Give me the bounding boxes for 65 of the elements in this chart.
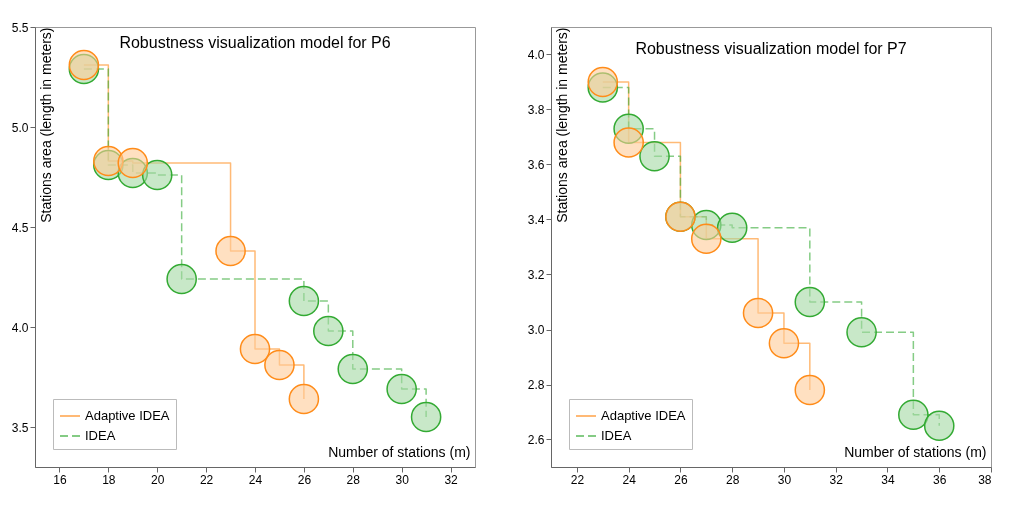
x-tick-label: 22 (199, 472, 214, 487)
legend-label: Adaptive IDEA (85, 408, 170, 423)
point (215, 235, 246, 267)
point (690, 223, 722, 255)
legend-label: IDEA (85, 428, 116, 443)
point (794, 286, 826, 318)
x-tick-label: 18 (102, 472, 116, 487)
x-tick-label: 30 (395, 472, 410, 487)
x-tick-label: 26 (674, 472, 688, 487)
x-tick-label: 28 (346, 472, 361, 487)
x-tick-label: 36 (933, 472, 947, 487)
point (288, 383, 320, 415)
point (410, 401, 442, 433)
point (117, 147, 149, 179)
y-tick-label: 3.2 (527, 268, 545, 282)
y-tick-label: 2.6 (527, 433, 545, 447)
point (742, 297, 774, 329)
y-tick-label: 3.8 (527, 103, 545, 117)
point (639, 140, 670, 172)
x-tick-label: 20 (151, 472, 165, 487)
y-tick-label: 3.5 (11, 420, 29, 435)
point (337, 353, 369, 385)
point (313, 315, 344, 347)
y-axis-title: Stations area (length in meters) (553, 27, 570, 223)
x-tick-label: 32 (829, 472, 844, 487)
legend-label: Adaptive IDEA (601, 408, 686, 423)
point (288, 285, 320, 317)
point (239, 333, 271, 365)
x-tick-label: 38 (978, 472, 992, 487)
x-tick-label: 30 (777, 472, 792, 487)
point (768, 327, 800, 359)
x-tick-label: 24 (248, 472, 263, 487)
x-tick-label: 28 (726, 472, 740, 487)
point (386, 373, 417, 405)
x-tick-label: 34 (881, 472, 895, 487)
y-tick-label: 3.0 (527, 323, 545, 337)
point (264, 349, 295, 381)
point (794, 374, 826, 406)
y-tick-label: 3.6 (527, 158, 545, 172)
point (141, 159, 173, 191)
y-tick-label: 4.5 (11, 220, 29, 235)
point (898, 399, 929, 431)
y-tick-label: 5.5 (11, 20, 29, 35)
x-axis-title: Number of stations (m) (844, 443, 987, 460)
point (716, 212, 748, 244)
x-tick-label: 24 (622, 472, 637, 487)
y-tick-label: 4.0 (527, 48, 545, 62)
y-tick-label: 4.0 (11, 320, 29, 335)
point (846, 316, 877, 348)
x-tick-label: 22 (570, 472, 585, 487)
point (923, 410, 955, 442)
legend-label: IDEA (601, 428, 632, 443)
y-axis-title: Stations area (length in meters) (37, 27, 54, 223)
y-tick-label: 3.4 (527, 213, 545, 227)
x-tick-label: 32 (444, 472, 459, 487)
point (166, 263, 197, 295)
x-tick-label: 16 (53, 472, 67, 487)
point (587, 66, 619, 98)
point (613, 127, 644, 158)
chart-title: Robustness visualization model for P6 (119, 34, 391, 51)
x-tick-label: 26 (297, 472, 312, 487)
x-axis-title: Number of stations (m) (328, 443, 471, 460)
y-tick-label: 2.8 (527, 378, 545, 392)
text: Robustness visualization model for P7 (635, 40, 907, 57)
y-tick-label: 5.0 (11, 120, 29, 135)
